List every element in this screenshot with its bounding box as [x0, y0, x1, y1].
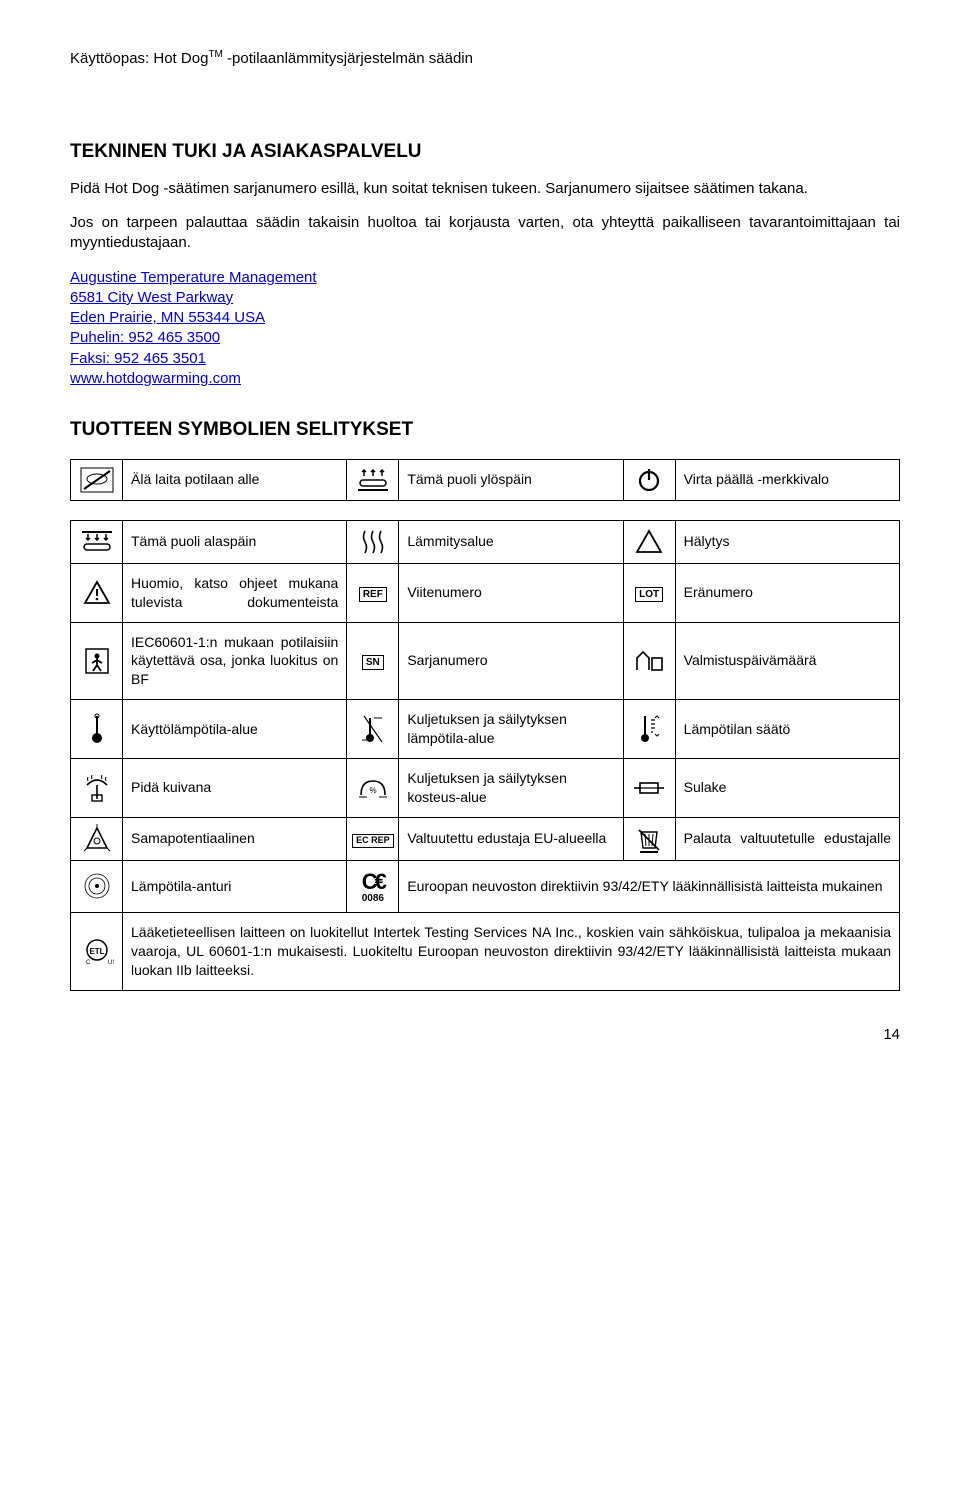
temp-sensor-icon: [71, 860, 123, 912]
document-header: Käyttöopas: Hot DogTM -potilaanlämmitysj…: [70, 48, 900, 69]
manufacture-date-label: Valmistuspäivämäärä: [675, 622, 899, 700]
etl-description: Lääketieteellisen laitteen on luokitellu…: [123, 912, 900, 990]
ref-label: Viitenumero: [399, 563, 623, 622]
storage-temp-icon: [347, 700, 399, 759]
no-patient-under-label: Älä laita potilaan alle: [123, 459, 347, 500]
symbols-table: Älä laita potilaan alle Tämä puoli ylösp…: [70, 459, 900, 991]
attention-icon: [71, 563, 123, 622]
heating-area-icon: [347, 520, 399, 563]
manufacture-date-icon: [623, 622, 675, 700]
symbols-heading: TUOTTEEN SYMBOLIEN SELITYKSET: [70, 417, 900, 443]
ec-rep-label: Valtuutettu edustaja EU-alueella: [399, 817, 623, 860]
address-city: Eden Prairie, MN 55344 USA: [70, 308, 900, 328]
lot-label: Eränumero: [675, 563, 899, 622]
lot-icon: LOT: [623, 563, 675, 622]
table-row: Käyttölämpötila-alue Kuljetuksen ja säil…: [71, 700, 900, 759]
fuse-label: Sulake: [675, 759, 899, 818]
address-fax: Faksi: 952 465 3501: [70, 349, 900, 369]
heating-area-label: Lämmitysalue: [399, 520, 623, 563]
table-row: IEC60601-1:n mukaan potilaisiin käytettä…: [71, 622, 900, 700]
power-indicator-label: Virta päällä -merkkivalo: [675, 459, 899, 500]
ref-icon: REF: [347, 563, 399, 622]
keep-dry-icon: [71, 759, 123, 818]
header-suffix: -potilaanlämmitysjärjestelmän säädin: [223, 50, 473, 67]
table-row: Pidä kuivana % Kuljetuksen ja säilytykse…: [71, 759, 900, 818]
type-bf-icon: [71, 622, 123, 700]
address-street: 6581 City West Parkway: [70, 288, 900, 308]
ce-mark-icon: C€0086: [347, 860, 399, 912]
table-row: Samapotentiaalinen EC REP Valtuutettu ed…: [71, 817, 900, 860]
svg-text:C: C: [86, 960, 91, 966]
support-paragraph-1: Pidä Hot Dog -säätimen sarjanumero esill…: [70, 179, 900, 199]
address-phone: Puhelin: 952 465 3500: [70, 328, 900, 348]
table-row: Lämpötila-anturi C€0086 Euroopan neuvost…: [71, 860, 900, 912]
no-patient-under-icon: [71, 459, 123, 500]
alarm-icon: [623, 520, 675, 563]
keep-dry-label: Pidä kuivana: [123, 759, 347, 818]
temp-sensor-label: Lämpötila-anturi: [123, 860, 347, 912]
weee-icon: [623, 817, 675, 860]
header-prefix: Käyttöopas: Hot Dog: [70, 50, 208, 67]
type-bf-label: IEC60601-1:n mukaan potilaisiin käytettä…: [123, 622, 347, 700]
temp-control-icon: [623, 700, 675, 759]
equipotential-label: Samapotentiaalinen: [123, 817, 347, 860]
support-heading: TEKNINEN TUKI JA ASIAKASPALVELU: [70, 139, 900, 165]
address-block: Augustine Temperature Management 6581 Ci…: [70, 268, 900, 390]
fuse-icon: [623, 759, 675, 818]
trademark: TM: [208, 49, 222, 60]
alarm-label: Hälytys: [675, 520, 899, 563]
table-row: ETL C US Lääketieteellisen laitteen on luo…: [71, 912, 900, 990]
svg-text:%: %: [369, 786, 376, 795]
temp-control-label: Lämpötilan säätö: [675, 700, 899, 759]
operating-temp-icon: [71, 700, 123, 759]
storage-temp-label: Kuljetuksen ja säilytyksen lämpötila-alu…: [399, 700, 623, 759]
sn-icon: SN: [347, 622, 399, 700]
ce-mark-label: Euroopan neuvoston direktiivin 93/42/ETY…: [399, 860, 900, 912]
company-name: Augustine Temperature Management: [70, 268, 900, 288]
humidity-range-label: Kuljetuksen ja säilytyksen kosteus-alue: [399, 759, 623, 818]
this-side-down-label: Tämä puoli alaspäin: [123, 520, 347, 563]
svg-text:ETL: ETL: [89, 947, 104, 956]
this-side-down-icon: [71, 520, 123, 563]
equipotential-icon: [71, 817, 123, 860]
etl-icon: ETL C US: [71, 912, 123, 990]
weee-label: Palauta valtuutetulle edustajalle: [675, 817, 899, 860]
power-indicator-icon: [623, 459, 675, 500]
svg-text:US: US: [108, 960, 114, 966]
table-row: Huomio, katso ohjeet mukana tulevista do…: [71, 563, 900, 622]
table-row: Tämä puoli alaspäin Lämmitysalue Hälytys: [71, 520, 900, 563]
page-number: 14: [70, 1025, 900, 1045]
website-link[interactable]: www.hotdogwarming.com: [70, 369, 900, 389]
this-side-up-label: Tämä puoli ylöspäin: [399, 459, 623, 500]
ec-rep-icon: EC REP: [347, 817, 399, 860]
attention-label: Huomio, katso ohjeet mukana tulevista do…: [123, 563, 347, 622]
sn-label: Sarjanumero: [399, 622, 623, 700]
this-side-up-icon: [347, 459, 399, 500]
table-row: Älä laita potilaan alle Tämä puoli ylösp…: [71, 459, 900, 500]
operating-temp-label: Käyttölämpötila-alue: [123, 700, 347, 759]
support-paragraph-2: Jos on tarpeen palauttaa säädin takaisin…: [70, 213, 900, 254]
humidity-range-icon: %: [347, 759, 399, 818]
